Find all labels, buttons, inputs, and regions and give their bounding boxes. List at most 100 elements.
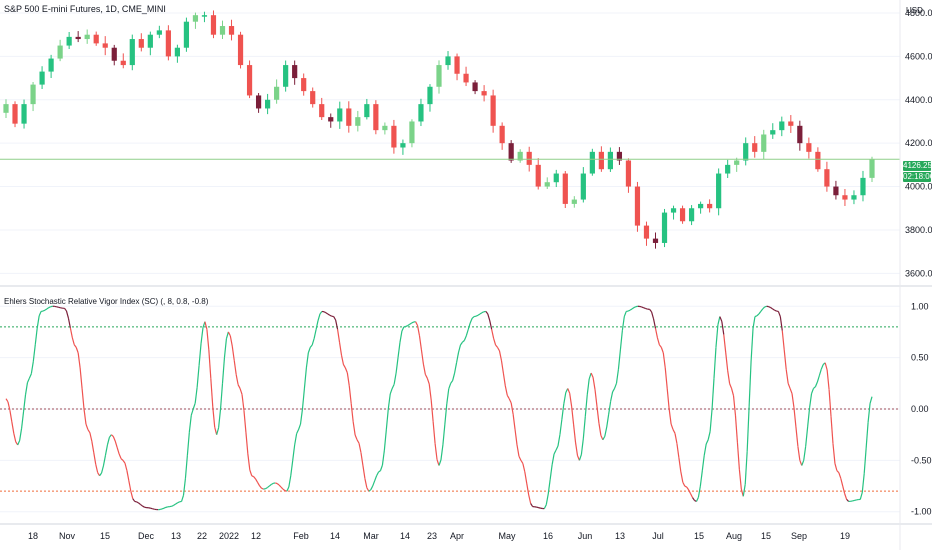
oscillator-segment [485,311,489,315]
price-tick-label: 3600.00 [905,268,932,278]
oscillator-segment [130,491,134,499]
price-tick-label: 4800.00 [905,8,932,18]
candle-body [598,151,604,170]
oscillator-segment [17,440,21,446]
oscillator-segment [106,437,110,446]
oscillator-segment [553,449,557,455]
candle-body [652,238,659,243]
oscillator-segment [19,428,23,441]
oscillator-segment [801,460,805,466]
time-tick-label: May [498,531,516,541]
candle-body [698,203,704,209]
candle-body [824,169,830,187]
oscillator-segment [180,495,185,502]
price-tick-label: 4600.00 [905,51,932,61]
price-tick-label: 3800.00 [905,225,932,235]
oscillator-segment [604,426,608,437]
oscillator-segment [95,464,99,473]
time-tick-label: Sep [791,531,807,541]
oscillator-segment [399,330,403,343]
oscillator-segment [846,498,850,502]
oscillator-segment [79,367,83,389]
candle-body [346,108,352,126]
oscillator-segment [313,329,317,339]
oscillator-segment [750,328,754,362]
candle-body [39,71,45,85]
oscillator-segment [814,381,818,387]
candle-body [779,121,785,131]
oscillator-segment [142,505,145,508]
time-axis[interactable]: 18 Nov 15 Dec 13 22 2022 12 Feb 14 Mar 14 23 Apr May 16… [28,531,850,541]
oscillator-segment [335,319,339,330]
oscillator-segment [294,433,298,446]
oscillator-segment [469,318,473,324]
candle-body [418,104,424,122]
oscillator-segment [715,324,719,348]
time-tick-label: Mar [363,531,379,541]
oscillator-segment [444,403,448,425]
oscillator-segment [834,463,838,471]
symbol-title[interactable]: S&P 500 E-mini Futures, 1D, CME_MINI [4,4,166,14]
candle-body [274,86,280,100]
oscillator-segment [124,462,128,471]
oscillator-segment [680,471,684,483]
candlestick-series [3,10,875,249]
oscillator-segment [393,372,397,385]
oscillator-segment [237,384,241,389]
oscillator-segment [325,312,329,315]
candle-body [797,125,803,144]
oscillator-segment [818,369,822,376]
time-tick-label: 14 [400,531,410,541]
oscillator-segment [206,329,210,350]
oscillator-segment [401,326,405,332]
indicator-tick-label: -0.50 [911,455,932,465]
oscillator-segment [64,307,67,312]
oscillator-segment [863,447,867,474]
oscillator-segment [760,308,764,312]
indicator-axis[interactable]: 1.00 0.50 0.00 -0.50 -1.00 [911,301,932,516]
oscillator-segment [329,314,332,317]
oscillator-segment [385,408,389,430]
oscillator-segment [633,306,637,309]
oscillator-segment [208,349,212,379]
oscillator-segment [247,453,251,470]
candle-body [102,43,108,48]
candle-body [12,104,18,124]
oscillator-segment [684,485,687,488]
oscillator-segment [662,352,666,368]
oscillator-segment [409,322,413,325]
oscillator-segment [569,393,573,407]
oscillator-segment [844,493,848,500]
oscillator-segment [524,471,528,484]
candle-body [634,186,641,226]
oscillator-segment [391,384,395,389]
oscillator-segment [38,311,42,317]
candle-body [210,15,217,35]
indicator-title[interactable]: Ehlers Stochastic Relative Vigor Index (… [4,297,209,306]
oscillator-segment [859,492,863,500]
oscillator-segment [596,406,600,424]
oscillator-segment [389,388,393,395]
oscillator-segment [723,334,727,353]
oscillator-segment [274,482,278,485]
candle-body [463,73,469,83]
price-axis[interactable]: 4800.00 4600.00 4400.00 4200.00 4000.00 3800.… [905,8,932,278]
candle-body [679,208,686,222]
oscillator-segment [459,341,463,346]
candle-body [625,160,632,187]
oscillator-segment [530,503,534,507]
oscillator-segment [128,480,132,492]
oscillator-segment [387,393,391,410]
oscillator-segment [93,452,97,465]
candle-body [174,47,180,57]
candle-body [66,36,72,46]
oscillator-segment [184,455,188,479]
oscillator-segment [190,408,194,416]
oscillator-segment [411,321,414,324]
oscillator-segment [7,401,11,411]
oscillator-segment [298,423,302,430]
oscillator-segment [11,421,15,434]
oscillator-segment [196,365,200,388]
time-tick-label: Jun [578,531,593,541]
